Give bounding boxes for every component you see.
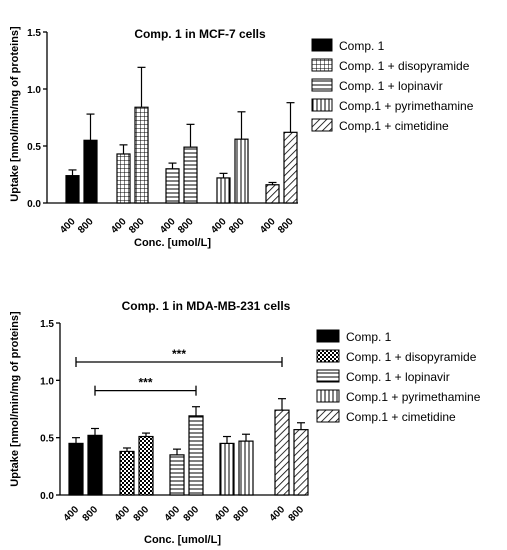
chart1-bar-checker-800 bbox=[138, 435, 154, 496]
chart0-x-tick-label: 400 bbox=[258, 216, 278, 236]
chart1-significance-label: *** bbox=[172, 347, 186, 361]
chart1-bar-checker-400 bbox=[119, 450, 135, 496]
chart0-legend-swatch-solid bbox=[311, 38, 333, 52]
chart0-bar-grid-400 bbox=[116, 153, 131, 204]
chart1-legend-swatch-solid bbox=[316, 329, 340, 343]
chart0-x-tick-label: 800 bbox=[227, 216, 247, 236]
chart1-legend-label: Comp.1 + cimetidine bbox=[346, 410, 456, 424]
chart1-legend-label: Comp. 1 + disopyramide bbox=[346, 350, 477, 364]
chart0-y-tick-label: 1.0 bbox=[27, 85, 41, 96]
chart1-y-tick-label: 0.0 bbox=[40, 491, 54, 502]
chart0-x-tick-label: 800 bbox=[127, 216, 147, 236]
chart1-y-tick-label: 0.5 bbox=[40, 434, 54, 445]
chart0-bar-solid-400 bbox=[65, 175, 80, 204]
chart0-x-tick-label: 800 bbox=[276, 216, 296, 236]
chart0-x-tick-label: 400 bbox=[209, 216, 229, 236]
chart1-bar-solid-800 bbox=[87, 434, 103, 496]
chart1-legend-swatch-diagonal bbox=[316, 409, 340, 423]
chart1-x-tick-label: 800 bbox=[81, 504, 101, 524]
chart0-legend-swatch-diagonal bbox=[311, 118, 333, 132]
chart1-x-tick-label: 400 bbox=[113, 504, 133, 524]
chart0-x-tick-label: 800 bbox=[176, 216, 196, 236]
chart1-legend-swatch-checker bbox=[316, 349, 340, 363]
chart1-bar-diagonal-400 bbox=[274, 409, 290, 496]
chart1-x-label: Conc. [umol/L] bbox=[144, 534, 221, 546]
chart1-bar-vertical-800 bbox=[238, 440, 254, 496]
chart0-x-tick-label: 400 bbox=[158, 216, 178, 236]
chart1-x-tick-label: 400 bbox=[268, 504, 288, 524]
chart0-legend-swatch-vertical bbox=[311, 98, 333, 112]
chart0-y-tick-label: 0.5 bbox=[27, 142, 41, 153]
chart0-bar-horizontal-800 bbox=[183, 146, 198, 204]
chart0-y-tick-label: 0.0 bbox=[27, 199, 41, 210]
chart1-legend-label: Comp. 1 bbox=[346, 330, 392, 344]
chart1-x-tick-label: 800 bbox=[182, 504, 202, 524]
chart1-x-tick-label: 800 bbox=[132, 504, 152, 524]
chart1-legend-label: Comp. 1 + lopinavir bbox=[346, 370, 450, 384]
chart0-legend-label: Comp. 1 + lopinavir bbox=[339, 79, 443, 93]
chart0-bar-vertical-400 bbox=[216, 177, 231, 204]
chart0-legend-swatch-grid bbox=[311, 58, 333, 72]
chart1-y-tick-label: 1.0 bbox=[40, 376, 54, 387]
chart1-bar-horizontal-800 bbox=[188, 415, 204, 496]
chart0-legend-swatch-horizontal bbox=[311, 78, 333, 92]
chart1-bar-solid-400 bbox=[68, 442, 84, 496]
chart0-y-tick-label: 1.5 bbox=[27, 28, 41, 39]
chart1-y-label: Uptake [nmol/min/mg of proteins] bbox=[9, 311, 21, 487]
chart0-legend-label: Comp. 1 bbox=[339, 39, 385, 53]
chart0-bar-horizontal-400 bbox=[165, 168, 180, 204]
chart1-x-tick-label: 400 bbox=[213, 504, 233, 524]
chart1-x-tick-label: 800 bbox=[287, 504, 307, 524]
chart1-bar-horizontal-400 bbox=[169, 454, 185, 496]
chart0-legend-label: Comp.1 + pyrimethamine bbox=[339, 99, 474, 113]
chart1-bar-diagonal-800 bbox=[293, 429, 309, 496]
chart0-bar-grid-800 bbox=[134, 106, 149, 204]
chart0-x-tick-label: 800 bbox=[76, 216, 96, 236]
chart0-x-tick-label: 400 bbox=[109, 216, 129, 236]
chart0-x-label: Conc. [umol/L] bbox=[134, 237, 211, 249]
chart0-x-tick-label: 400 bbox=[58, 216, 78, 236]
chart0-legend-label: Comp.1 + cimetidine bbox=[339, 119, 449, 133]
chart1-bar-vertical-400 bbox=[219, 442, 235, 496]
chart0-y-label: Uptake [nmol/min/mg of proteins] bbox=[9, 26, 21, 202]
chart0-bar-vertical-800 bbox=[234, 138, 249, 204]
chart1-y-tick-label: 1.5 bbox=[40, 319, 54, 330]
chart0-bar-solid-800 bbox=[83, 139, 98, 204]
chart1-title: Comp. 1 in MDA-MB-231 cells bbox=[122, 299, 291, 313]
chart1-x-tick-label: 400 bbox=[163, 504, 183, 524]
chart0-bar-diagonal-800 bbox=[283, 131, 298, 204]
chart1-x-tick-label: 800 bbox=[232, 504, 252, 524]
chart1-legend-swatch-vertical bbox=[316, 389, 340, 403]
chart0-legend-label: Comp. 1 + disopyramide bbox=[339, 59, 470, 73]
chart1-legend-swatch-horizontal bbox=[316, 369, 340, 383]
chart0-title: Comp. 1 in MCF-7 cells bbox=[134, 27, 266, 41]
chart1-legend-label: Comp.1 + pyrimethamine bbox=[346, 390, 481, 404]
chart1-x-tick-label: 400 bbox=[62, 504, 82, 524]
chart1-significance-label: *** bbox=[138, 376, 152, 390]
chart0-bar-diagonal-400 bbox=[265, 184, 280, 204]
